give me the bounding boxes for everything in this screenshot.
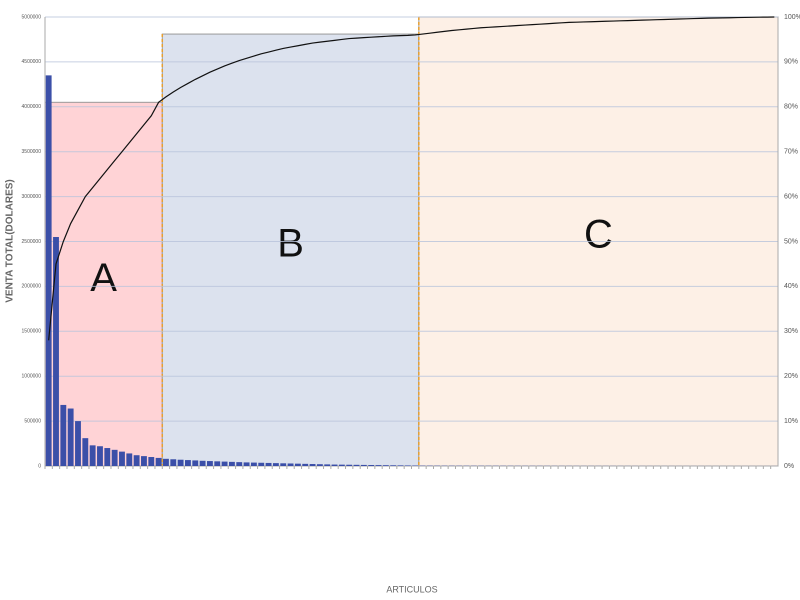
bar: [390, 465, 397, 466]
bar: [228, 461, 235, 466]
bar: [360, 464, 367, 466]
bar: [375, 465, 382, 466]
bar: [214, 461, 221, 466]
bar: [280, 463, 287, 466]
bar: [82, 438, 89, 466]
cumulative-line: [48, 16, 775, 341]
bar: [265, 462, 272, 466]
zone: [161, 33, 420, 467]
bar: [331, 464, 338, 466]
y2-tick-label: 60%: [784, 193, 798, 200]
bar: [250, 462, 257, 466]
bar: [104, 448, 111, 466]
bar: [126, 453, 133, 466]
bar: [324, 464, 331, 466]
bar: [206, 461, 213, 466]
zone-label: C: [584, 213, 613, 257]
bar: [192, 460, 199, 466]
bar: [397, 465, 404, 466]
y-tick-label: 2000000: [22, 284, 42, 290]
bar: [199, 460, 206, 466]
bar: [272, 463, 279, 466]
bar: [221, 461, 228, 466]
bar: [148, 457, 155, 466]
y-tick-label: 1000000: [22, 374, 42, 380]
y-tick-label: 0: [38, 463, 41, 469]
bar: [119, 451, 125, 466]
bar: [141, 456, 147, 466]
y2-tick-label: 80%: [784, 104, 798, 111]
bar: [302, 463, 309, 466]
y-tick-label: 3000000: [22, 194, 42, 200]
bar: [368, 465, 375, 466]
bar: [89, 445, 96, 466]
bar: [45, 75, 52, 467]
y2-tick-label: 40%: [784, 283, 798, 290]
bar: [75, 421, 81, 466]
bar: [309, 464, 316, 466]
bar: [316, 464, 323, 466]
bar: [243, 462, 250, 466]
y-tick-label: 3500000: [22, 149, 42, 155]
bar: [133, 455, 140, 466]
y-tick-label: 1500000: [22, 329, 42, 335]
y2-tick-label: 30%: [784, 328, 798, 335]
bar: [67, 408, 74, 466]
bar: [163, 458, 169, 466]
y2-tick-label: 100%: [784, 14, 800, 21]
bar: [346, 464, 353, 466]
bar: [258, 462, 265, 466]
y-axis-label: VENTA TOTAL(DOLARES): [5, 179, 16, 303]
bar: [353, 464, 360, 466]
bar: [60, 404, 67, 466]
bar: [338, 464, 345, 466]
bar: [97, 446, 103, 466]
y-tick-label: 2500000: [22, 239, 42, 245]
y2-tick-label: 0%: [784, 463, 794, 470]
bar: [111, 449, 118, 466]
bar: [404, 465, 411, 466]
zone-label: A: [90, 256, 117, 300]
bar: [177, 459, 184, 466]
zone-label: B: [277, 221, 304, 265]
bar: [294, 463, 301, 466]
y-tick-label: 500000: [24, 418, 41, 424]
bar: [170, 459, 177, 466]
y2-tick-label: 90%: [784, 59, 798, 66]
y2-tick-label: 10%: [784, 418, 798, 425]
y-tick-label: 4000000: [22, 104, 42, 110]
x-axis-label: ARTICULOS: [386, 584, 437, 594]
y2-tick-label: 50%: [784, 238, 798, 245]
bar: [185, 460, 191, 466]
y2-tick-label: 20%: [784, 373, 798, 380]
y-tick-label: 4500000: [22, 59, 42, 65]
bar: [287, 463, 294, 466]
bar: [236, 462, 243, 466]
bar: [155, 457, 162, 466]
y-tick-label: 5000000: [22, 14, 42, 20]
y2-tick-label: 70%: [784, 149, 798, 156]
bar: [382, 465, 389, 466]
bar: [53, 237, 59, 466]
